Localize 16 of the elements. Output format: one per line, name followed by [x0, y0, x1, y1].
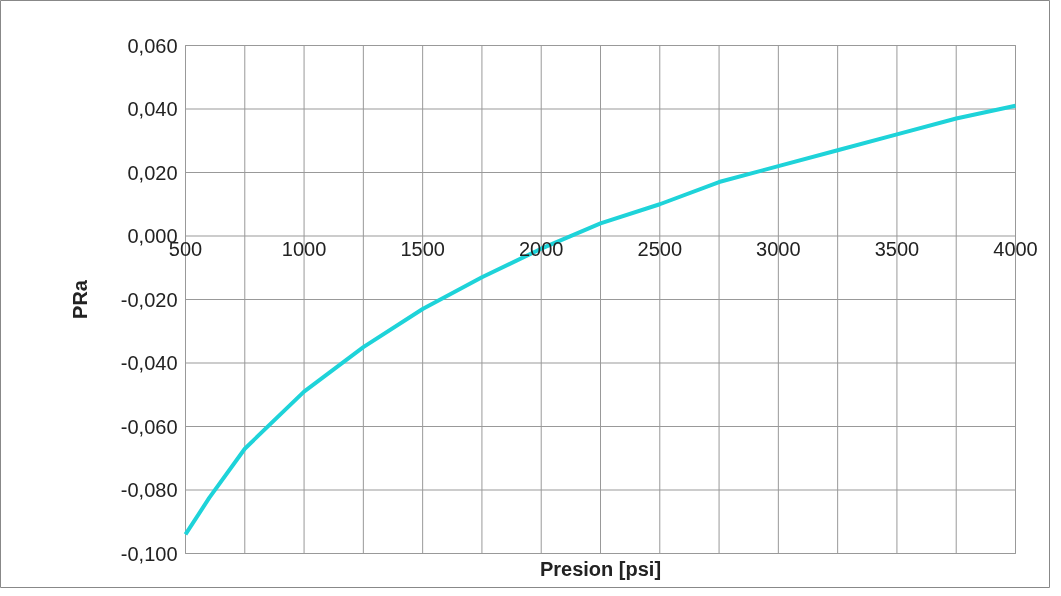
- y-axis-title: PRa: [68, 279, 91, 319]
- x-tick-label: 3000: [756, 238, 801, 260]
- x-axis-title: Presion [psi]: [539, 557, 662, 580]
- y-tick-label: -0,020: [120, 288, 178, 311]
- y-tick-label: -0,100: [120, 542, 178, 565]
- y-tick-label: -0,040: [120, 352, 178, 374]
- x-tick-label: 2500: [637, 238, 683, 260]
- y-tick-label: 0,060: [127, 34, 178, 57]
- x-tick-label: 1500: [400, 238, 445, 260]
- y-tick-label: 0,040: [127, 98, 178, 120]
- x-tick-label: 4000: [993, 238, 1038, 260]
- y-tick-label: -0,060: [120, 415, 178, 438]
- x-tick-label: 1000: [281, 238, 327, 260]
- x-tick-label: 3500: [874, 238, 920, 260]
- y-tick-label: 0,020: [127, 161, 178, 184]
- y-tick-label: -0,080: [120, 479, 178, 501]
